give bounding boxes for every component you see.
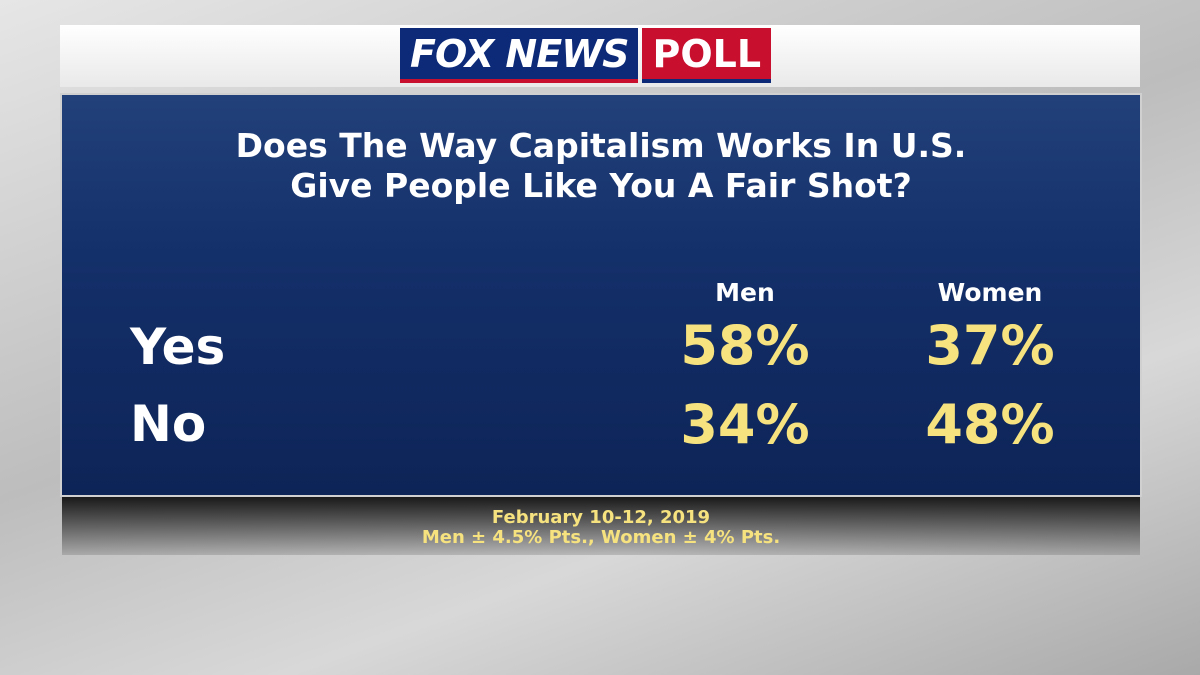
footnote-band [62, 497, 1140, 555]
row-label: Yes [130, 318, 226, 376]
logo-text: FOX NEWS [400, 28, 639, 83]
cell: 58% [680, 314, 810, 377]
column-header: Women [937, 278, 1043, 307]
footnote: Men ± 4.5% Pts., Women ± 4% Pts. [421, 527, 781, 548]
footnote: February 10-12, 2019 [491, 507, 711, 528]
title-line: Give People Like You A Fair Shot? [290, 166, 912, 205]
cell: 48% [925, 393, 1055, 456]
cell: 37% [925, 314, 1055, 377]
cell: 34% [680, 393, 810, 456]
row-label: No [130, 395, 207, 453]
title-line: Does The Way Capitalism Works In U.S. [235, 126, 967, 165]
panel [62, 95, 1140, 495]
logo: FOX NEWS POLL [400, 28, 772, 83]
logo-tag: POLL [642, 28, 772, 83]
column-header: Men [715, 278, 775, 307]
